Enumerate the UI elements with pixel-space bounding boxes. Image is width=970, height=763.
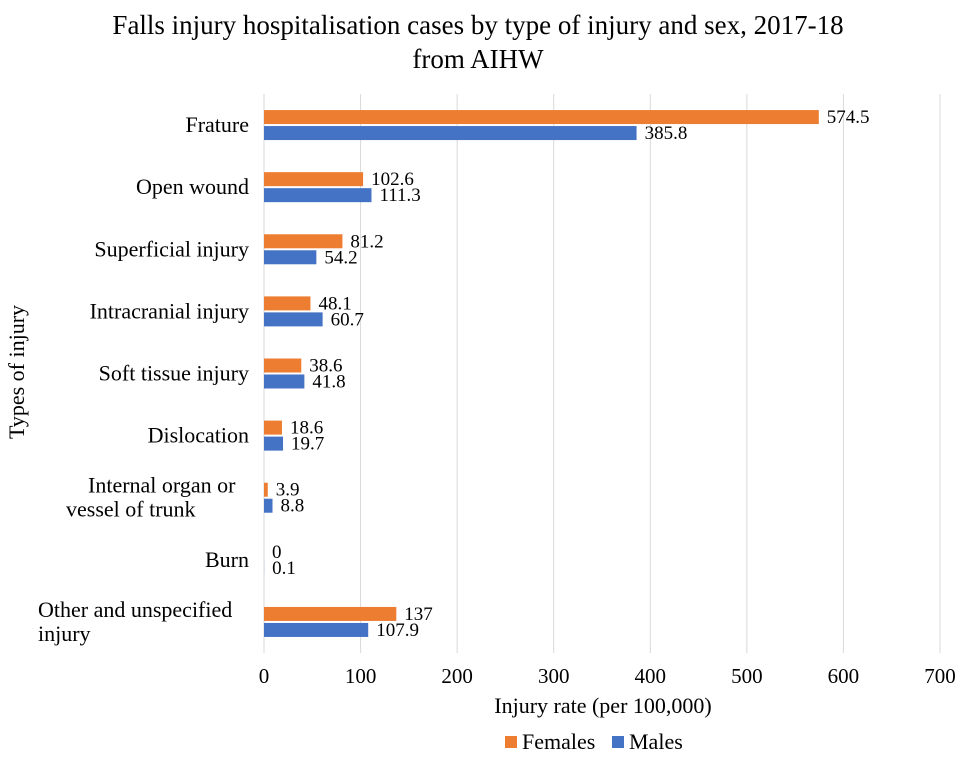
bar-males [264,622,369,637]
category-labels: Frature Open wound Superficial injury Intra… [38,112,249,646]
data-label-males: 60.7 [331,309,364,330]
chart-title-line-1: Falls injury hospitalisation cases by ty… [112,10,843,40]
x-tick-label: 300 [538,664,570,688]
bar-females [264,110,819,125]
category-label: Internal organ or [88,473,236,498]
category-label: Superficial injury [94,236,249,261]
bar-females [264,420,282,435]
category-label: Soft tissue injury [99,361,249,386]
bar-females [264,482,268,497]
bar-males [264,188,372,203]
x-tick-label: 100 [345,664,377,688]
legend-label-males: Males [629,729,683,754]
data-label-females: 574.5 [827,107,870,128]
category-label: Intracranial injury [90,298,249,323]
bar-males [264,436,284,451]
x-tick-label: 500 [731,664,763,688]
bar-females [264,358,302,373]
category-label: Open wound [136,174,249,199]
data-label-males: 54.2 [324,247,357,268]
category-label: Frature [185,112,249,137]
category-label: Other and unspecified [38,597,232,622]
data-label-males: 385.8 [645,123,688,144]
data-label-females: 38.6 [309,356,342,377]
bar-females [264,234,343,249]
data-label-males: 0.1 [272,558,296,579]
category-label: Dislocation [148,423,249,448]
data-label-males: 19.7 [291,434,324,455]
bar-males [264,374,305,389]
data-label-females: 137 [404,604,433,625]
legend-swatch-males [612,736,624,748]
legend: Females Males [505,729,683,754]
data-label-females: 102.6 [371,169,414,190]
gridlines [263,94,941,653]
bar-males [264,312,323,327]
legend-swatch-females [505,736,517,748]
category-label: vessel of trunk [66,497,196,522]
data-label-males: 8.8 [280,496,304,517]
data-label-females: 18.6 [290,418,323,439]
x-tick-label: 200 [441,664,473,688]
data-label-females: 3.9 [276,480,300,501]
x-tick-label: 0 [259,664,270,688]
bar-females [264,296,311,311]
data-label-males: 111.3 [379,185,420,206]
x-tick-label: 700 [924,664,956,688]
bar-males [264,126,637,141]
bar-males [264,250,317,265]
x-tick-label: 600 [828,664,860,688]
x-tick-labels: 0 100 200 300 400 500 600 700 [259,664,956,688]
data-label-females: 48.1 [318,293,351,314]
bar-females [264,606,397,621]
x-tick-label: 400 [635,664,667,688]
data-label-females: 81.2 [350,231,383,252]
bar-females [264,172,364,187]
bar-males [264,498,273,513]
y-axis-label: Types of injury [4,305,29,439]
data-label-males: 107.9 [376,620,419,641]
chart-title-line-2: from AIHW [412,44,544,74]
data-label-males: 41.8 [312,372,345,393]
x-axis-label: Injury rate (per 100,000) [494,693,711,718]
data-label-females: 0 [272,542,282,563]
category-label: Burn [205,547,249,572]
category-label: injury [38,621,91,646]
legend-label-females: Females [522,729,595,754]
